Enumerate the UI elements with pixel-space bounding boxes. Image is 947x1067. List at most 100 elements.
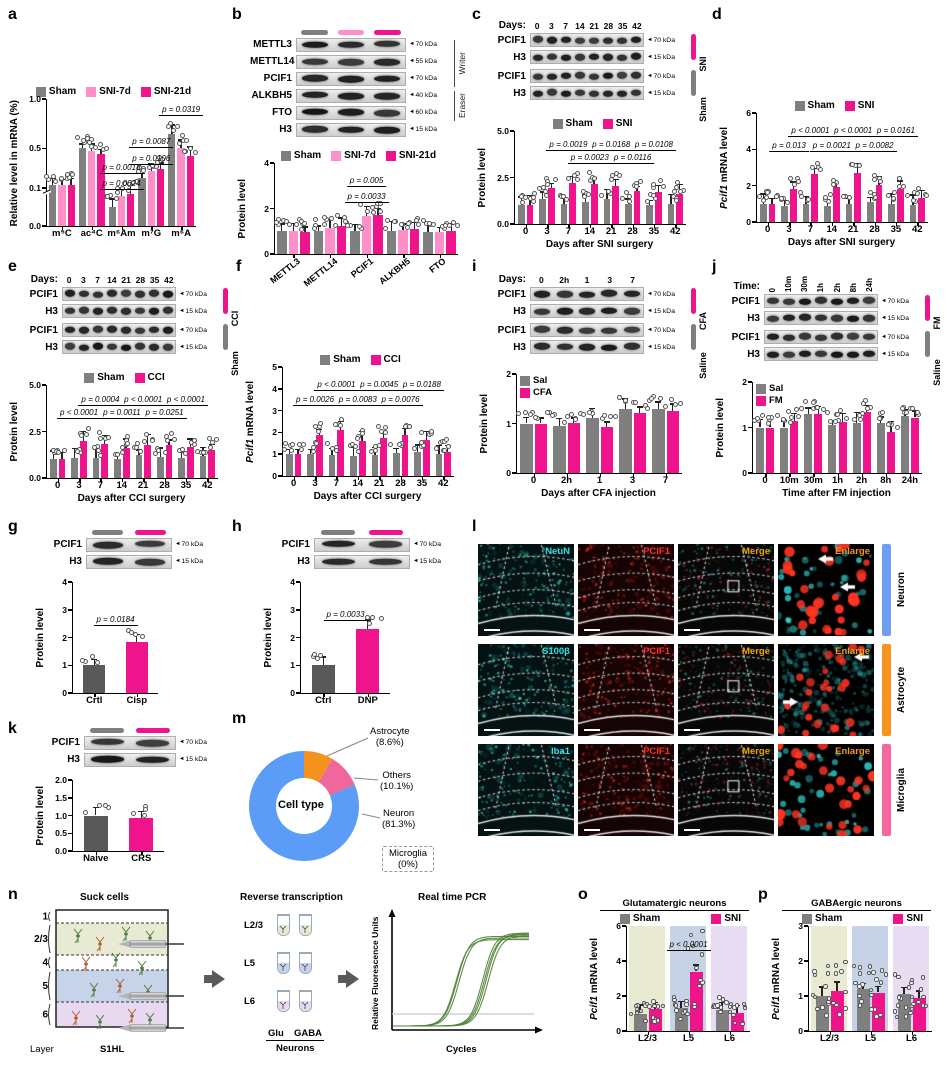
bar [80,440,87,478]
lane-header-value: 2h [559,275,570,285]
data-point [633,1003,639,1009]
data-point [896,974,901,980]
layer-brace [48,956,51,969]
error-bar [146,433,149,445]
band-arrow-icon: ◄ [409,92,415,98]
bar [316,434,323,476]
bar [918,198,925,222]
protein-band [91,755,124,763]
data-point [397,442,403,448]
cell-type-donut-chart: Cell type Astrocyte (8.6%) Others (10.1%) Neu… [232,718,470,883]
protein-band [602,54,614,61]
error-bar-cap [875,985,881,988]
data-point [85,426,91,432]
y-tick-label: 3 [272,405,277,416]
protein-band [64,343,76,350]
group-color-bar [691,34,696,60]
blot-strip [530,323,644,337]
protein-band [338,108,364,116]
error-bar-cap [71,447,78,450]
neuron-soma [140,966,144,970]
y-tick-mark [296,581,300,583]
protein-band [162,327,174,334]
bar [730,1012,744,1031]
error-bar [331,447,333,456]
data-point [901,183,907,189]
y-tick-mark [748,426,752,429]
data-point [718,1009,723,1015]
legend-label: SNI [857,100,875,111]
bar [286,454,293,476]
legend-item: Sal [520,375,552,386]
y-tick-mark [510,223,514,225]
data-point [633,399,639,405]
x-tick-mark [443,476,445,480]
data-point [765,420,771,426]
protein-band [92,343,104,350]
data-point [857,1003,863,1008]
y-tick-label: 4 [290,577,295,587]
p-value: p < 0.0001 [121,395,166,407]
protein-label: H3 [747,312,760,324]
bar [633,1013,647,1031]
bar [114,459,121,478]
data-point [789,414,795,420]
x-tick-label: 42 [202,480,213,491]
data-point [638,1008,644,1014]
y-tick-label: 1.0 [55,810,67,821]
group-color-bar [223,288,228,314]
protein-band [546,73,558,80]
data-point [817,166,823,172]
error-bar-cap [805,407,812,409]
error-bar [130,183,132,194]
y-tick-mark [278,453,282,455]
blot-row: PCIF1 ◄70 kDa [484,287,688,301]
error-bar [550,182,553,188]
data-point [824,1013,829,1018]
data-point [135,169,141,175]
protein-band [799,313,811,321]
data-point [299,447,305,453]
bar [300,232,310,254]
group-color-bar [691,288,696,314]
lane-header-value: 10m [783,275,793,292]
data-point [765,415,771,421]
error-bar [413,222,416,229]
error-bar-cap [839,412,846,414]
y-tick-label: 2 [746,180,751,191]
blot-row: PCIF1 ◄70 kDa [250,71,450,86]
legend-label: Sham [333,354,361,365]
legend-swatch [552,118,563,129]
error-bar-cap [769,197,776,199]
data-point [122,180,128,186]
data-point [81,138,87,144]
protein-band [532,73,544,81]
data-point [785,408,791,414]
panel-k: k PCIF1 ◄70 kDa H3 ◄15 kDa Protein level 0.0… [8,720,230,882]
molecular-weight-label: ◄70 kDa [179,739,207,746]
error-bar-cap [91,658,98,661]
protein-band [302,41,328,49]
protein-band [374,59,400,66]
data-point [312,226,318,232]
error-bar [558,418,560,426]
x-tick-mark [589,224,592,228]
data-point [731,1012,736,1018]
band-arrow-icon: ◄ [179,343,185,350]
error-bar [61,178,63,185]
protein-band [120,344,132,351]
data-point [822,195,828,201]
y-tick-mark [68,779,72,781]
y-tick-mark [42,430,46,433]
error-bar [100,148,102,155]
micrograph-image: Enlarge [778,544,874,636]
x-tick-label: m⁷G [141,228,162,239]
data-point [826,999,831,1005]
y-tick-mark [68,636,72,639]
molecular-weight-label: ◄70 kDa [179,326,207,334]
panel-k-chart: Protein level 0.0 0.5 1.0 1.5 2.0 Naive CRS [34,775,164,864]
bar [619,408,632,473]
protein-band [136,756,169,763]
p-value: p < 0.0001 [57,408,102,420]
x-tick-label: 7 [97,480,104,491]
